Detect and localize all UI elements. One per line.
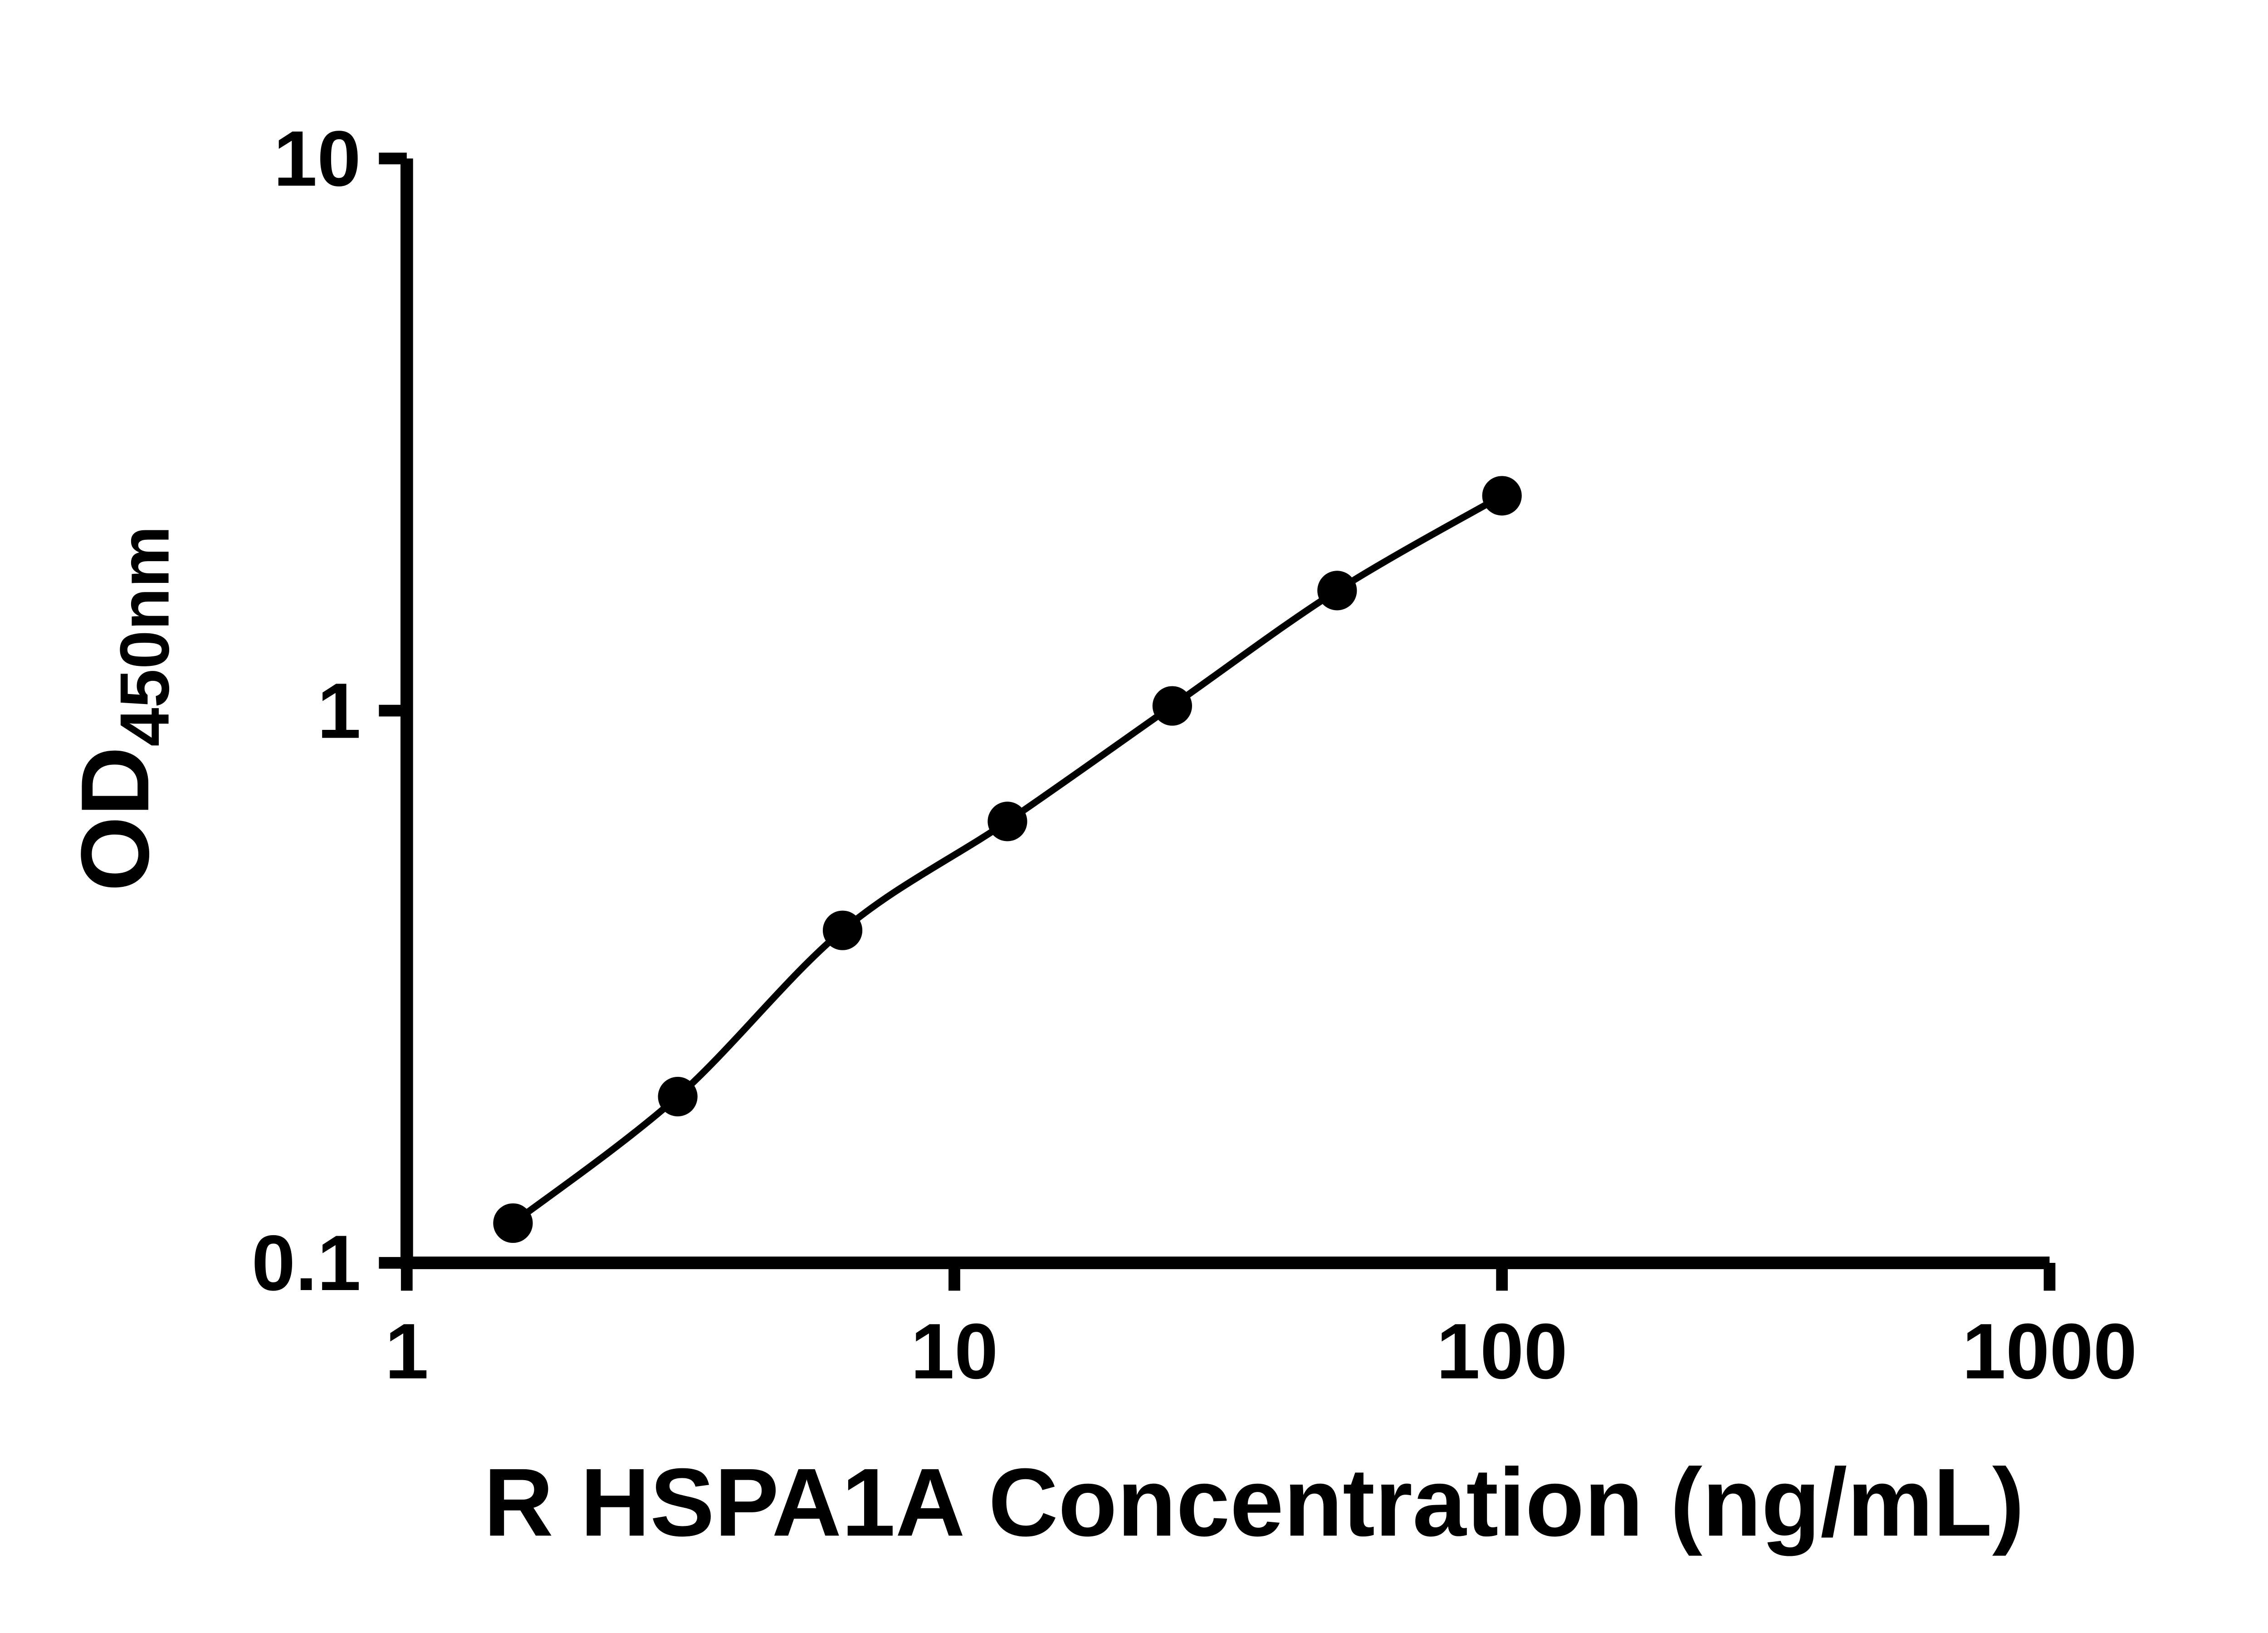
tick-marks	[379, 152, 2056, 1291]
axis-lines	[400, 158, 2050, 1269]
x-tick-label: 1000	[1962, 1307, 2137, 1395]
fit-curve	[509, 492, 1505, 1227]
data-point	[987, 802, 1027, 841]
x-axis-title: R HSPA1A Concentration (ng/mL)	[484, 1448, 2024, 1556]
y-axis-title-main: OD	[61, 747, 169, 892]
data-point	[1152, 686, 1192, 726]
y-tick-label: 0.1	[252, 1219, 361, 1307]
data-point	[658, 1076, 698, 1117]
axes	[400, 158, 2050, 1269]
data-point	[1482, 476, 1522, 516]
x-tick-label: 100	[1437, 1307, 1568, 1395]
y-axis-title-subscript: 450nm	[106, 526, 184, 747]
data-point	[822, 910, 863, 950]
x-tick-label: 1	[385, 1307, 429, 1395]
data-point	[493, 1203, 533, 1243]
tick-labels: 0.1 1 10 1 10 100 1000	[252, 114, 2137, 1395]
data-points	[493, 476, 1522, 1243]
data-point	[1317, 571, 1357, 611]
x-tick-label: 10	[911, 1307, 998, 1395]
y-axis-title: OD450nm	[61, 526, 184, 891]
y-tick-label: 10	[274, 114, 361, 202]
y-tick-label: 1	[317, 667, 361, 755]
